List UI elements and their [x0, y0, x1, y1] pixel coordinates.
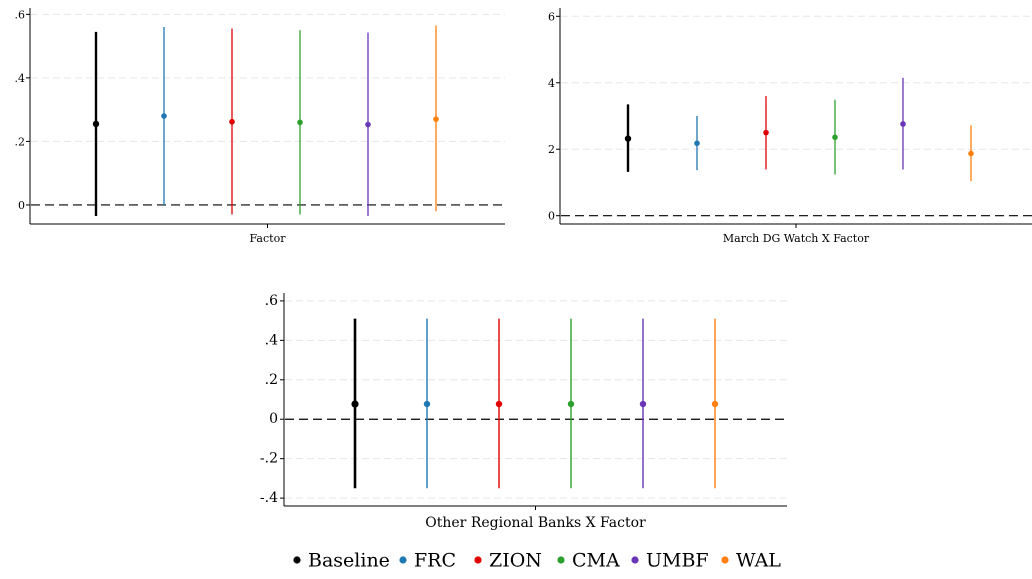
point-estimate-frc: [694, 140, 700, 146]
legend-marker: [293, 556, 300, 563]
point-estimate-frc: [424, 401, 430, 407]
legend-marker: [721, 556, 728, 563]
point-estimate-zion: [229, 119, 235, 125]
y-tick-label: .2: [15, 135, 26, 148]
legend-item-wal: WAL: [721, 550, 781, 572]
legend-item-zion: ZION: [474, 550, 542, 572]
x-axis-label: Other Regional Banks X Factor: [425, 515, 646, 531]
point-estimate-umbf: [365, 122, 371, 128]
y-tick-label: .6: [265, 293, 278, 309]
legend-item-cma: CMA: [557, 550, 620, 572]
point-estimate-umbf: [900, 121, 906, 127]
point-estimate-cma: [832, 134, 838, 140]
legend-marker: [474, 556, 481, 563]
y-tick-label: 4: [548, 77, 555, 90]
legend-marker: [557, 556, 564, 563]
point-estimate-baseline: [93, 121, 99, 127]
legend-label: FRC: [414, 550, 456, 572]
x-axis-label: March DG Watch X Factor: [723, 232, 870, 245]
point-estimate-wal: [433, 116, 439, 122]
y-tick-label: 2: [548, 143, 555, 156]
y-tick-label: 0: [18, 199, 25, 212]
point-estimate-zion: [496, 401, 502, 407]
y-tick-label: .6: [15, 8, 26, 21]
chart-panel-1: 0 .2 .4 .6 Factor: [15, 8, 506, 245]
point-estimate-wal: [712, 401, 718, 407]
y-tick-label: 6: [548, 10, 555, 23]
y-tick-label: .4: [265, 332, 278, 348]
chart-panel-3: -.4 -.2 0 .2 .4 .6 Other Regional Banks X Fact…: [260, 293, 787, 531]
point-estimate-zion: [763, 130, 769, 136]
point-estimate-baseline: [351, 400, 358, 407]
legend-label: WAL: [736, 550, 781, 572]
legend-label: CMA: [572, 550, 620, 572]
point-estimate-cma: [568, 401, 574, 407]
y-tick-label: -.2: [260, 451, 278, 467]
point-estimate-baseline: [625, 135, 631, 141]
y-tick-label: .4: [15, 72, 26, 85]
legend-label: UMBF: [646, 550, 709, 572]
chart-panel-2: 0 2 4 6 March DG Watch X Factor: [548, 8, 1032, 245]
point-estimate-umbf: [640, 401, 646, 407]
point-estimate-frc: [161, 113, 167, 119]
legend-item-baseline: Baseline: [293, 550, 390, 572]
legend-label: Baseline: [308, 550, 390, 572]
y-tick-label: 0: [548, 210, 555, 223]
legend-marker: [631, 556, 638, 563]
y-tick-label: .2: [265, 372, 278, 388]
legend-item-frc: FRC: [399, 550, 456, 572]
chart-panels: 0 .2 .4 .6 Factor 0 2 4 6 March DG Watch X Factor…: [15, 8, 1032, 531]
point-estimate-cma: [297, 120, 303, 126]
y-tick-label: 0: [269, 411, 278, 427]
point-estimate-wal: [968, 151, 974, 157]
legend-label: ZION: [489, 550, 542, 572]
y-tick-label: -.4: [260, 490, 278, 506]
legend-marker: [399, 556, 406, 563]
legend-item-umbf: UMBF: [631, 550, 708, 572]
x-axis-label: Factor: [250, 232, 287, 245]
legend: Baseline FRC ZION CMA UMBF WAL: [293, 550, 781, 572]
